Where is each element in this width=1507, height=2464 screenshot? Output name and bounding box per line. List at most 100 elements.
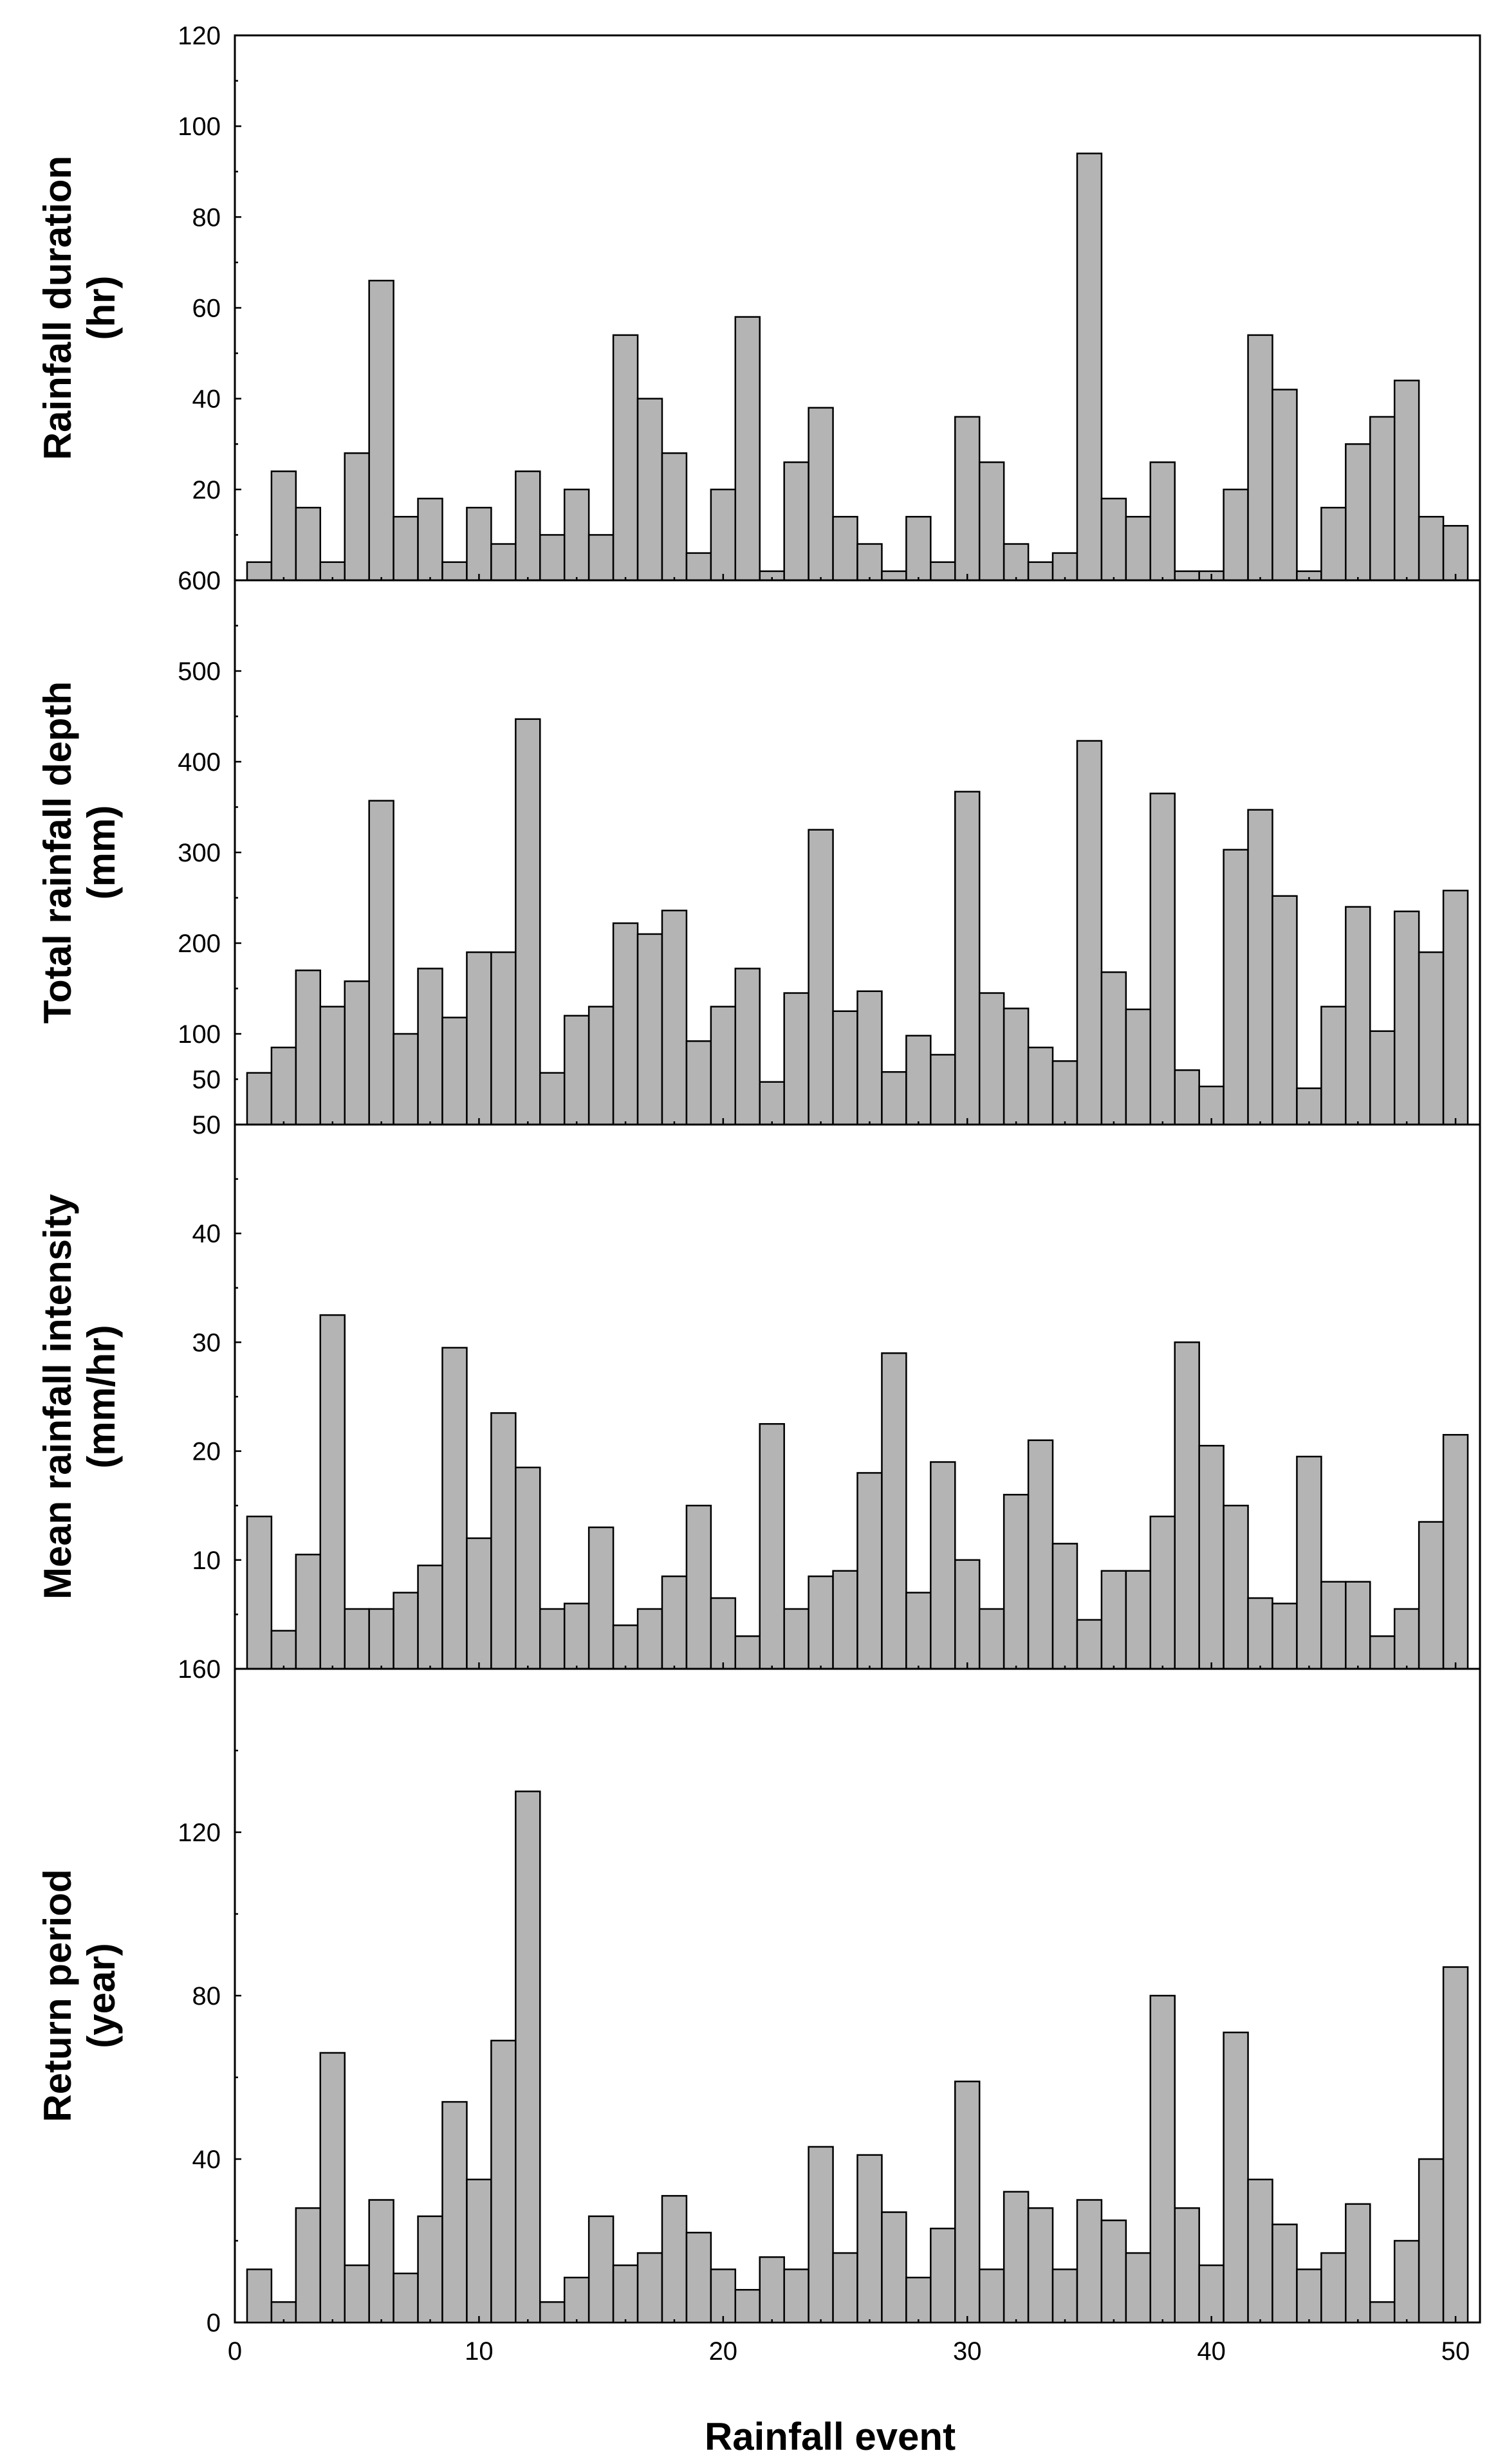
panel-1: 20 40 60 80 100 120 Rainfall duration(hr) <box>36 22 1481 582</box>
bar-event-13 <box>539 1072 566 1126</box>
bar-event-13 <box>539 2301 566 2324</box>
bar-event-2 <box>270 1630 297 1670</box>
x-tick-label: 40 <box>1197 2337 1226 2366</box>
bar-event-1 <box>246 561 273 582</box>
bar-event-1 <box>246 1072 273 1126</box>
bar-event-6 <box>368 1608 394 1670</box>
bar-event-32 <box>1003 1007 1030 1126</box>
bar-event-17 <box>636 2252 663 2324</box>
bar-event-33 <box>1027 561 1054 582</box>
bar-event-1 <box>246 2268 273 2324</box>
bar-event-18 <box>661 1575 688 1670</box>
bar-event-7 <box>393 515 419 582</box>
y-tick-label: 120 <box>178 1819 221 1847</box>
bar-event-39 <box>1174 1069 1200 1126</box>
bar-event-44 <box>1296 1087 1322 1126</box>
bar-event-15 <box>587 2215 615 2324</box>
bar-event-49 <box>1418 1521 1445 1670</box>
bar-event-19 <box>685 1504 712 1670</box>
bar-event-3 <box>295 1554 322 1670</box>
bar-event-36 <box>1100 497 1127 582</box>
bar-event-17 <box>636 933 663 1126</box>
bar-event-50 <box>1442 1966 1469 2324</box>
bar-event-28 <box>905 1592 932 1670</box>
y-axis-label-unit: (mm/hr) <box>80 1325 123 1468</box>
bar-event-28 <box>905 515 932 582</box>
bar-event-17 <box>636 398 663 582</box>
x-tick-label: 0 <box>228 2337 242 2366</box>
bar-event-1 <box>246 1515 273 1670</box>
bar-event-15 <box>587 1006 615 1126</box>
y-tick-label: 300 <box>178 839 221 867</box>
bar-event-9 <box>441 561 468 582</box>
bar-event-26 <box>856 2154 883 2324</box>
bar-event-48 <box>1393 2239 1420 2324</box>
bar-event-5 <box>344 980 370 1126</box>
bar-event-43 <box>1271 895 1298 1126</box>
bar-event-9 <box>441 1016 468 1126</box>
bar-event-38 <box>1149 1994 1176 2324</box>
bar-event-23 <box>783 992 809 1126</box>
bar-event-29 <box>930 1054 956 1126</box>
bar-event-27 <box>881 2211 907 2324</box>
bar-event-34 <box>1051 2268 1078 2324</box>
bar-event-28 <box>905 2276 932 2324</box>
y-tick-label: 80 <box>192 203 221 232</box>
y-axis-label: Rainfall duration(hr) <box>36 156 123 460</box>
bar-event-32 <box>1003 2191 1030 2324</box>
bar-event-32 <box>1003 1494 1030 1670</box>
bar-event-20 <box>710 488 737 582</box>
bar-event-49 <box>1418 951 1445 1126</box>
y-tick-label: 40 <box>192 1220 221 1248</box>
bar-event-11 <box>490 1412 517 1670</box>
y-tick-label: 20 <box>192 476 221 504</box>
bar-event-21 <box>734 968 761 1126</box>
bar-event-27 <box>881 1071 907 1126</box>
bar-event-25 <box>832 2252 858 2324</box>
bar-event-41 <box>1223 849 1249 1126</box>
bar-event-50 <box>1442 525 1469 582</box>
bar-event-29 <box>930 1461 956 1670</box>
bar-event-24 <box>808 829 834 1126</box>
bar-event-35 <box>1076 740 1103 1126</box>
bar-event-41 <box>1223 2031 1249 2324</box>
bar-event-4 <box>319 2052 346 2324</box>
y-tick-label: 500 <box>178 657 221 686</box>
y-tick-label: 40 <box>192 2146 221 2174</box>
y-tick-label: 100 <box>178 1020 221 1049</box>
x-tick-label: 50 <box>1441 2337 1470 2366</box>
bar-event-10 <box>466 1537 492 1670</box>
bar-event-47 <box>1369 416 1396 582</box>
bar-event-14 <box>563 1015 590 1126</box>
bar-event-12 <box>515 470 541 582</box>
bar-event-7 <box>393 1033 419 1126</box>
bar-event-3 <box>295 970 322 1126</box>
bar-event-50 <box>1442 889 1469 1126</box>
bar-event-45 <box>1320 1006 1347 1126</box>
bar-event-16 <box>612 922 639 1126</box>
bar-event-28 <box>905 1034 932 1126</box>
y-axis-label-title: Return period <box>36 1869 79 2122</box>
bar-event-5 <box>344 2264 370 2324</box>
bar-event-21 <box>734 316 761 582</box>
bar-event-36 <box>1100 971 1127 1126</box>
y-axis-label-unit: (hr) <box>80 276 123 340</box>
bar-event-48 <box>1393 1608 1420 1670</box>
bar-event-16 <box>612 2264 639 2324</box>
bar-event-45 <box>1320 506 1347 582</box>
bar-event-30 <box>954 416 981 582</box>
bar-event-29 <box>930 2227 956 2324</box>
bar-event-36 <box>1100 2220 1127 2324</box>
bar-event-47 <box>1369 2301 1396 2324</box>
bar-event-20 <box>710 1006 737 1126</box>
bar-event-21 <box>734 2288 761 2324</box>
bar-event-18 <box>661 909 688 1126</box>
bar-event-8 <box>417 968 443 1126</box>
bar-event-15 <box>587 534 615 582</box>
y-axis-label-unit: (year) <box>80 1943 123 2048</box>
panel-4: 0 40 80 120 160 Return period(year) 0 10 20 30 40 5… <box>36 1655 1481 2366</box>
bar-event-12 <box>515 718 541 1126</box>
y-axis-label: Return period(year) <box>36 1869 123 2122</box>
